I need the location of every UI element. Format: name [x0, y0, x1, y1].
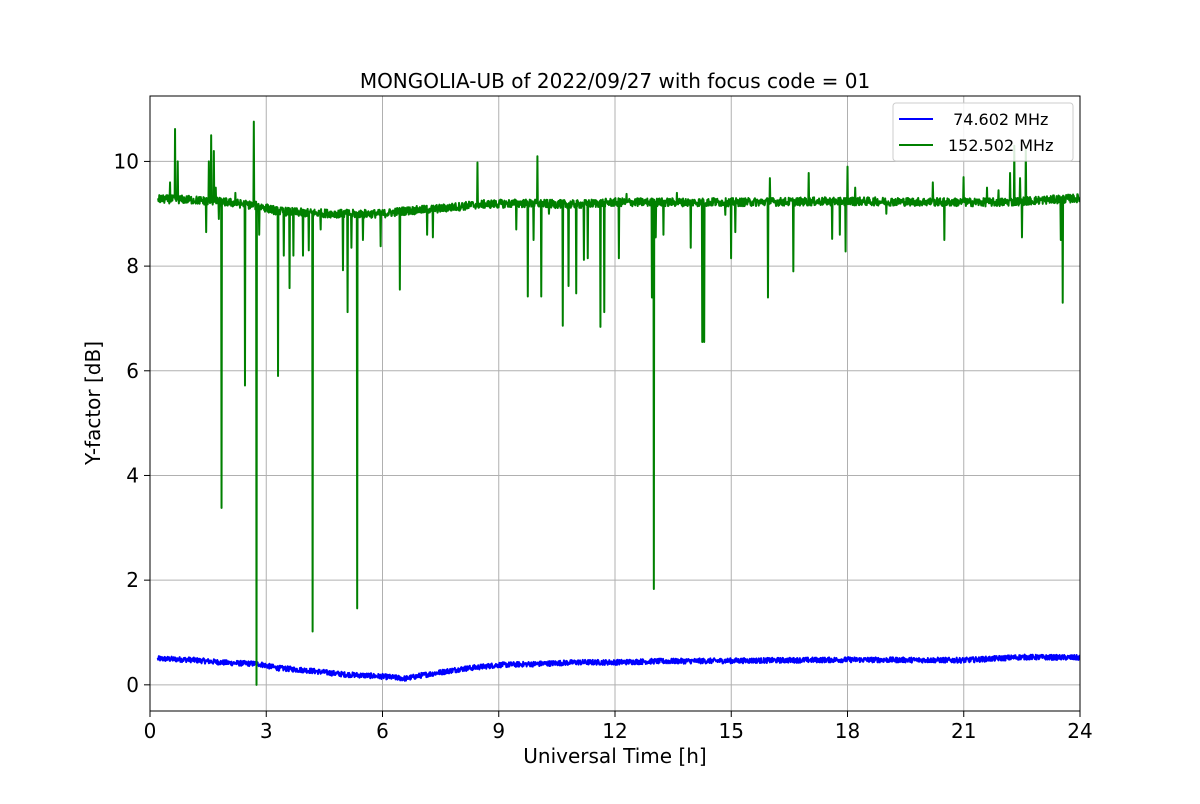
x-tick-label: 6 — [376, 719, 389, 743]
series-layer — [156, 120, 1080, 686]
y-axis-label: Y-factor [dB] — [81, 341, 105, 466]
legend-frame — [892, 102, 1074, 162]
y-tick-label: 4 — [126, 463, 139, 487]
y-tick-label: 2 — [126, 568, 139, 592]
x-axis-ticks: 0 3 6 9 12 15 18 21 24 — [144, 711, 1093, 743]
x-tick-label: 9 — [492, 719, 505, 743]
y-tick-label: 0 — [126, 673, 139, 697]
x-tick-label: 3 — [260, 719, 273, 743]
x-tick-label: 12 — [602, 719, 627, 743]
legend-label-74-602-mhz: 74.602 MHz — [948, 110, 1048, 129]
x-tick-label: 0 — [144, 719, 157, 743]
x-tick-label: 15 — [719, 719, 744, 743]
y-axis-ticks: 0 2 4 6 8 10 — [114, 149, 150, 697]
series-line-0 — [156, 653, 1080, 682]
y-tick-label: 6 — [126, 359, 139, 383]
x-tick-label: 18 — [835, 719, 860, 743]
series-line-1 — [157, 120, 1080, 686]
legend: 74.602 MHz 152.502 MHz — [892, 102, 1074, 162]
x-tick-label: 24 — [1067, 719, 1092, 743]
y-tick-label: 10 — [114, 149, 139, 173]
x-axis-label: Universal Time [h] — [523, 744, 706, 768]
x-tick-label: 21 — [951, 719, 976, 743]
y-tick-label: 8 — [126, 254, 139, 278]
chart-title: MONGOLIA-UB of 2022/09/27 with focus cod… — [360, 69, 870, 93]
legend-label-152-502-mhz: 152.502 MHz — [948, 136, 1053, 155]
